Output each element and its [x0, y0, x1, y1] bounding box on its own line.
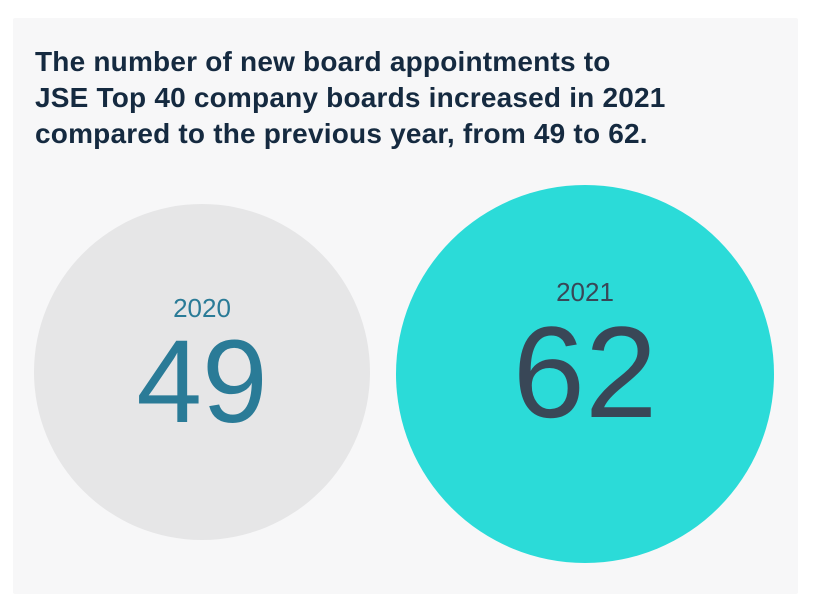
bubble-2021-year-label: 2021	[556, 277, 614, 307]
headline-line-1: The number of new board appointments to	[35, 46, 611, 77]
bubble-2021-content: 2021 62	[513, 279, 658, 437]
bubble-2020-year-label: 2020	[173, 293, 231, 323]
bubble-2020: 2020 49	[34, 204, 370, 540]
headline: The number of new board appointments to …	[35, 44, 666, 152]
bubble-2020-value: 49	[136, 316, 268, 448]
infographic-card: The number of new board appointments to …	[13, 18, 798, 594]
headline-line-3: compared to the previous year, from 49 t…	[35, 118, 648, 149]
bubble-2021-value: 62	[512, 299, 658, 445]
bubble-2020-content: 2020 49	[136, 295, 267, 441]
headline-line-2: JSE Top 40 company boards increased in 2…	[35, 82, 666, 113]
bubble-2021: 2021 62	[396, 185, 774, 563]
